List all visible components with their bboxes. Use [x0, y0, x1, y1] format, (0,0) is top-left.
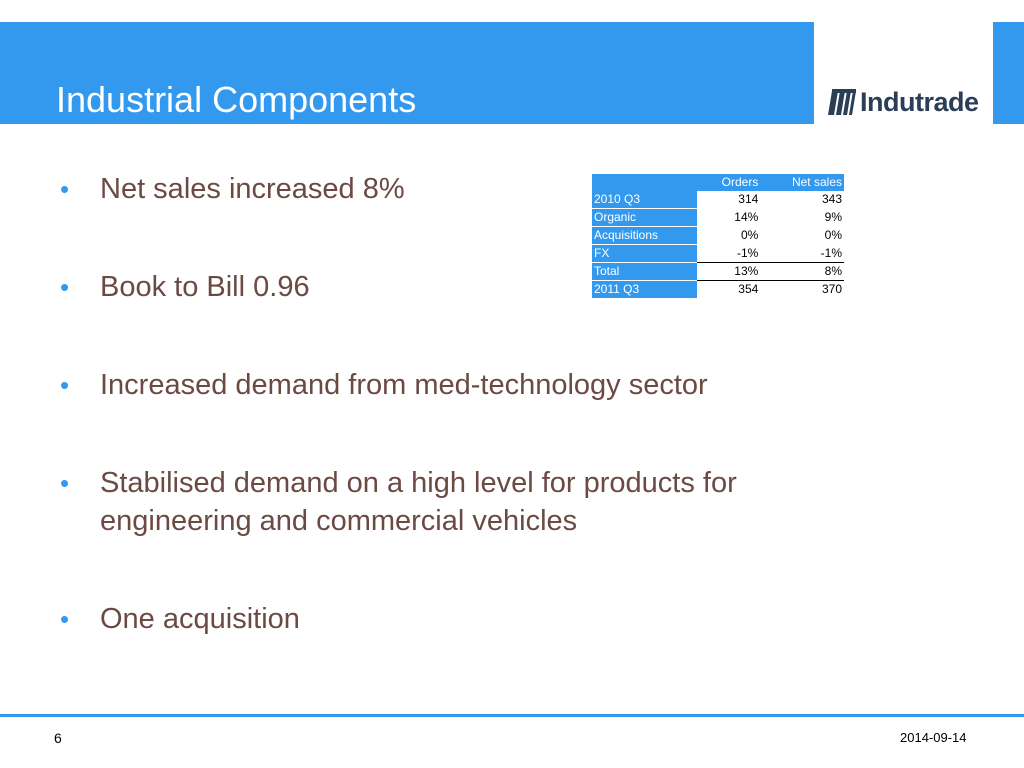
page-number: 6 — [54, 730, 62, 746]
table-header-orders: Orders — [697, 174, 761, 191]
row-label: Acquisitions — [592, 226, 698, 245]
table-row: FX -1% -1% — [592, 244, 844, 263]
company-logo: Indutrade — [826, 84, 986, 120]
footer-date: 2014-09-14 — [900, 730, 967, 745]
table-row: 2010 Q3 314 343 — [592, 191, 844, 209]
row-label: FX — [592, 244, 698, 263]
table-row: Organic 14% 9% — [592, 208, 844, 227]
orders-cell: 314 — [738, 192, 759, 207]
table-header-row: Orders Net sales — [592, 174, 844, 191]
bullet-item: One acquisition — [56, 600, 896, 638]
slide-title: Industrial Components — [56, 79, 417, 120]
row-label: 2010 Q3 — [592, 191, 698, 209]
bullet-item: Increased demand from med-technology sec… — [56, 366, 896, 404]
title-bar-accent — [993, 22, 1024, 124]
orders-cell: 13% — [697, 262, 761, 281]
title-bar — [0, 22, 814, 124]
net-sales-cell: 8% — [760, 262, 844, 281]
bullet-item: Net sales increased 8% — [56, 170, 560, 208]
table-header-corner — [592, 174, 698, 191]
net-sales-cell: 343 — [821, 192, 842, 207]
sales-bridge-table: Orders Net sales 2010 Q3 314 343 Organic… — [592, 174, 844, 299]
table-row: 2011 Q3 354 370 — [592, 280, 844, 299]
bullet-item: Stabilised demand on a high level for pr… — [56, 464, 896, 540]
row-label: Total — [592, 262, 698, 281]
table-header-net-sales: Net sales — [760, 174, 844, 191]
net-sales-cell: 370 — [821, 282, 842, 297]
net-sales-cell: 9% — [824, 210, 842, 224]
footer-divider — [0, 714, 1024, 717]
table-row: Acquisitions 0% 0% — [592, 226, 844, 245]
orders-cell: 14% — [734, 210, 759, 224]
row-label: 2011 Q3 — [592, 280, 698, 299]
orders-cell: 354 — [738, 282, 759, 297]
indutrade-logo-icon — [828, 89, 856, 115]
row-label: Organic — [592, 208, 698, 227]
logo-text: Indutrade — [860, 86, 979, 117]
bullet-item: Book to Bill 0.96 — [56, 268, 896, 306]
table-row: Total 13% 8% — [592, 262, 844, 281]
orders-cell: 0% — [740, 228, 759, 242]
orders-cell: -1% — [697, 244, 761, 263]
net-sales-cell: -1% — [760, 244, 844, 263]
bullet-list: Net sales increased 8% Book to Bill 0.96… — [56, 170, 896, 638]
net-sales-cell: 0% — [824, 228, 842, 242]
